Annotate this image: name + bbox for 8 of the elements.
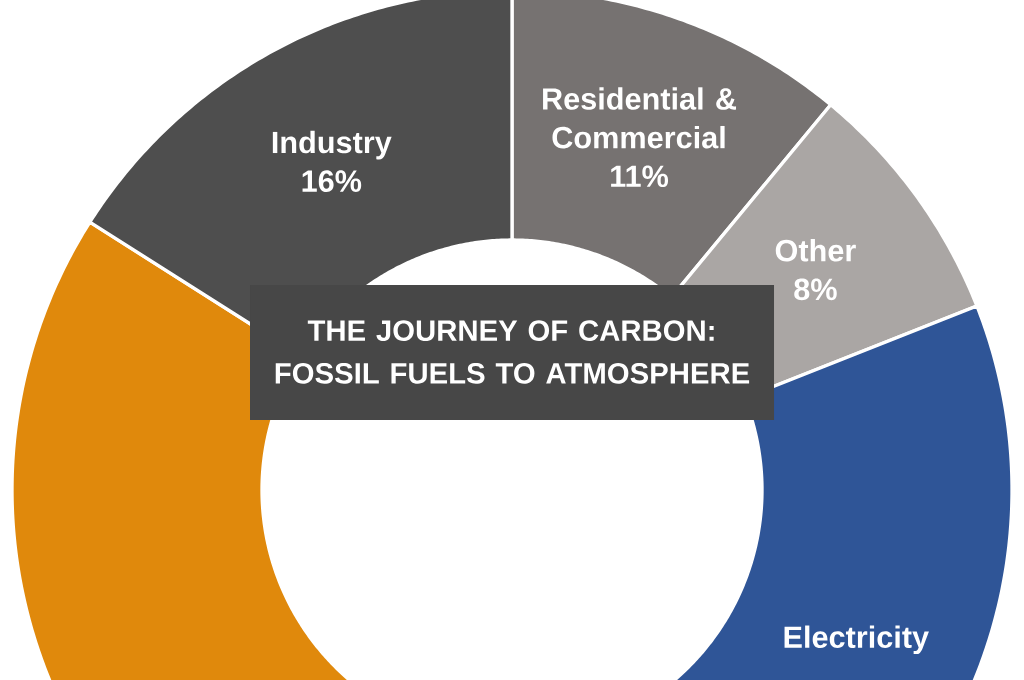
- data-label: 11%: [611, 165, 669, 188]
- data-label: 8%: [794, 278, 837, 301]
- slice-label: Industry: [272, 130, 392, 160]
- slice-label: Residential & Commercial: [543, 87, 737, 149]
- data-label: 16%: [302, 170, 362, 192]
- slice-label: Other: [775, 239, 856, 262]
- text: THE JOURNEY OF CARBON: FOSSIL FUELS TO ATMOSPHERE: [275, 320, 750, 384]
- slice-label: Electricity: [784, 625, 929, 655]
